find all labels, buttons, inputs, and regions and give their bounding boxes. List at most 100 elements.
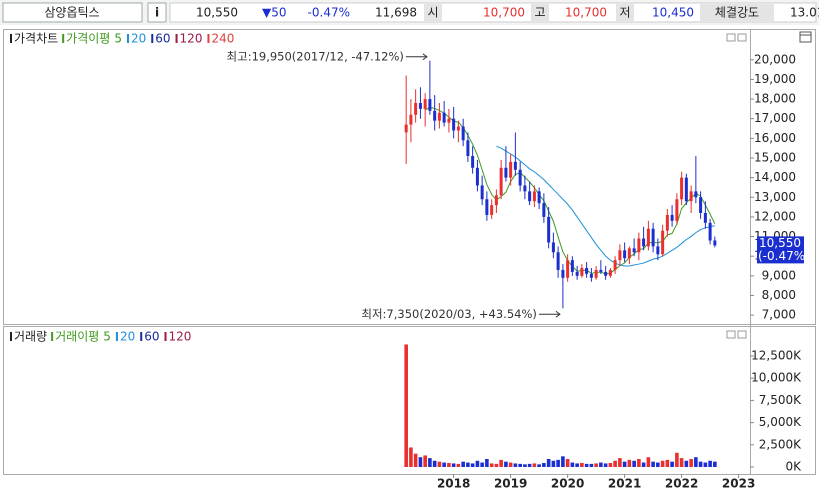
quote-box [169,2,817,23]
y-tick-label: 10,000K [751,371,802,385]
legend-item: 5 [103,330,111,344]
candle-body [651,228,655,247]
legend-marker [126,34,129,43]
candle-body [490,205,494,215]
candle-body [689,191,693,202]
candle-body [570,260,574,272]
y-tick-label: 15,000 [754,150,796,164]
stock-name-box[interactable] [2,2,143,23]
y-tick-label: 19,000 [754,72,796,86]
candle-body [433,110,437,121]
legend-marker [164,332,167,341]
candle-body [632,248,636,253]
volume-bar [694,457,698,467]
volume-bar [641,462,646,467]
legend-item: 240 [211,32,234,46]
candle-body [637,238,641,253]
candle-body [656,246,660,255]
candle-body [461,126,465,141]
volume-bar [466,462,470,467]
y-tick-label: 14,000 [754,170,796,184]
candle-body [542,203,546,217]
annotation-arrowhead [555,310,561,318]
candle-body [618,250,622,261]
volume-bar [603,463,608,467]
legend-label: 거래이평 [55,330,99,344]
legend-marker [51,332,54,341]
strength: 13.01 [790,6,819,20]
volume-bar [594,463,598,467]
annotation: 최고:19,950(2017/12, -47.12%) [227,49,404,63]
candle-body [428,99,432,111]
volume-bar [456,463,461,467]
strength-label: 체결강도 [715,6,759,20]
candle-body [471,156,475,168]
legend-item: 60 [155,32,170,46]
panel-button[interactable] [737,33,747,42]
candle-body [575,271,579,276]
legend-item: 120 [180,32,203,46]
candle-body [494,195,498,206]
candle-body [523,185,527,192]
high-price: 10,700 [565,6,607,20]
annotation-arrowhead [422,53,428,61]
volume-bar [451,463,456,467]
legend-item: 60 [144,330,159,344]
candle-body [675,199,679,221]
volume-bar [565,458,570,467]
x-tick-label: 2022 [665,477,698,491]
panel-button[interactable] [737,330,747,339]
candle-body [532,191,536,202]
x-tick-label: 2020 [551,477,584,491]
info-button[interactable] [147,2,167,23]
panel-button[interactable] [726,33,736,42]
legend-marker [207,34,210,43]
volume-bar [713,461,717,467]
candle-body [442,112,446,123]
candle-body [437,112,441,121]
legend-marker [140,332,143,341]
open-label: 시 [427,6,438,20]
open-price: 10,700 [483,6,525,20]
panel-button[interactable] [726,330,736,339]
candle-body [566,260,570,278]
y-tick-label: 7,000 [762,308,796,322]
volume-bar [518,463,522,467]
volume-bar [637,458,641,467]
volume: 11,698 [375,6,417,20]
volume-bar [660,460,665,467]
y-tick-label: 0K [785,459,802,473]
candle-body [414,102,418,115]
y-tick-label: 5,000K [759,415,802,429]
legend-item: 20 [131,32,146,46]
legend-marker [62,34,65,43]
y-tick-label: 18,000 [754,92,796,106]
x-tick-label: 2023 [722,477,755,491]
candle-body [409,114,413,125]
volume-bar [665,459,670,467]
last-change: (-0.47%) [758,249,810,263]
candle-body [547,216,551,243]
candle-body [703,212,707,223]
volume-bar [504,461,508,467]
candle-body [504,167,508,178]
volume-bar [703,462,708,467]
volume-bar [542,462,546,467]
candle-body [627,248,631,259]
maximize-button[interactable] [799,31,812,43]
y-tick-label: 12,500K [751,349,802,363]
candle-body [528,191,532,202]
last-price: 10,550 [759,236,801,250]
volume-bar [656,462,660,467]
volume-bar [561,456,565,467]
legend-item: 20 [120,330,135,344]
candle-body [661,230,665,255]
y-tick-label: 9,000 [762,268,796,282]
volume-bar [675,452,679,467]
legend-marker [151,34,154,43]
volume-bar [689,458,693,467]
label-box [531,4,549,21]
volume-bar [523,464,527,467]
